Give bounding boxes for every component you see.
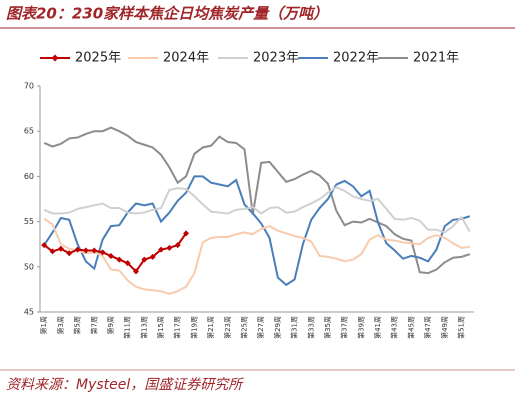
x-tick-label: 第35周 [323, 316, 332, 339]
y-tick-label: 70 [24, 82, 34, 91]
legend-marker [51, 54, 59, 62]
y-tick-label: 45 [24, 308, 34, 317]
series-line [43, 126, 471, 275]
legend-label: 2024年 [163, 51, 209, 66]
y-tick-label: 65 [24, 127, 34, 136]
series-line [43, 186, 471, 234]
y-tick-label: 55 [24, 217, 34, 226]
x-tick-label: 第31周 [290, 316, 299, 339]
point [183, 230, 190, 237]
legend-label: 2025年 [75, 51, 121, 66]
x-tick-label: 第19周 [189, 316, 198, 339]
x-tick-label: 第9周 [106, 316, 115, 334]
y-tick-label: 60 [24, 172, 34, 181]
y-tick-label: 50 [24, 262, 34, 271]
legend-label: 2022年 [333, 51, 379, 66]
x-tick-label: 第23周 [223, 316, 232, 339]
chart-title: 图表20：230家样本焦企日均焦炭产量（万吨） [6, 5, 328, 23]
point [49, 248, 56, 255]
point [107, 252, 114, 259]
x-tick-label: 第27周 [256, 316, 265, 339]
point [174, 242, 181, 249]
x-tick-label: 第37周 [340, 316, 349, 339]
series-line [43, 175, 471, 287]
x-tick-label: 第33周 [306, 316, 315, 339]
legend-label: 2021年 [413, 51, 459, 66]
x-tick-label: 第25周 [239, 316, 248, 339]
source: 资料来源：Mysteel，国盛证券研究所 [6, 377, 244, 393]
point [57, 245, 64, 252]
point [91, 247, 98, 254]
x-tick-label: 第39周 [356, 316, 365, 339]
x-tick-label: 第3周 [56, 316, 65, 334]
x-tick-label: 第51周 [456, 316, 465, 339]
point [158, 246, 165, 253]
point [66, 250, 73, 257]
x-tick-label: 第15周 [156, 316, 165, 339]
x-tick-label: 第7周 [89, 316, 98, 334]
x-tick-label: 第41周 [373, 316, 382, 339]
series-line [43, 218, 470, 295]
point [41, 242, 48, 249]
x-tick-label: 第47周 [423, 316, 432, 339]
point [132, 268, 139, 275]
x-tick-label: 第1周 [39, 316, 48, 334]
point [82, 247, 89, 254]
legend-label: 2023年 [253, 51, 299, 66]
point [149, 253, 156, 260]
series-line [43, 232, 187, 273]
point [166, 244, 173, 251]
x-tick-label: 第13周 [139, 316, 148, 339]
point [116, 256, 123, 263]
point [74, 246, 81, 253]
x-tick-label: 第5周 [73, 316, 82, 334]
x-tick-label: 第21周 [206, 316, 215, 339]
point [124, 260, 131, 267]
x-tick-label: 第29周 [273, 316, 282, 339]
point [99, 249, 106, 256]
x-tick-label: 第17周 [173, 316, 182, 339]
x-tick-label: 第45周 [406, 316, 415, 339]
point [141, 256, 148, 263]
x-tick-label: 第49周 [440, 316, 449, 339]
x-tick-label: 第11周 [123, 316, 132, 339]
x-tick-label: 第43周 [390, 316, 399, 339]
